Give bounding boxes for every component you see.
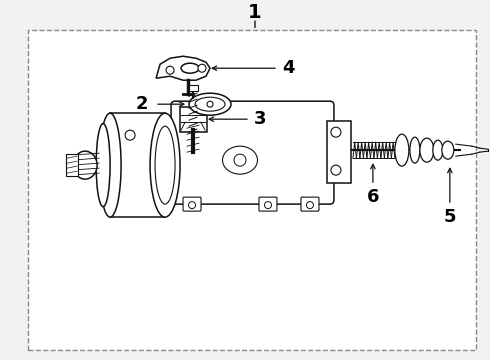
Ellipse shape <box>155 126 175 204</box>
FancyBboxPatch shape <box>327 121 351 183</box>
Ellipse shape <box>433 140 443 160</box>
Text: 4: 4 <box>282 59 294 77</box>
FancyBboxPatch shape <box>301 197 319 211</box>
Circle shape <box>166 66 174 74</box>
Text: 1: 1 <box>248 3 262 22</box>
Ellipse shape <box>395 134 409 166</box>
Text: 6: 6 <box>367 188 379 206</box>
Circle shape <box>198 64 206 72</box>
FancyBboxPatch shape <box>28 30 476 350</box>
Ellipse shape <box>96 123 110 207</box>
Circle shape <box>331 165 341 175</box>
Polygon shape <box>156 56 210 80</box>
Text: 2: 2 <box>136 95 148 113</box>
Ellipse shape <box>99 113 121 217</box>
FancyBboxPatch shape <box>189 85 197 91</box>
Text: 3: 3 <box>254 110 267 128</box>
FancyBboxPatch shape <box>179 107 206 132</box>
Circle shape <box>189 202 196 208</box>
Circle shape <box>125 130 135 140</box>
Circle shape <box>265 202 271 208</box>
Circle shape <box>234 154 246 166</box>
Ellipse shape <box>73 151 97 179</box>
Ellipse shape <box>222 146 257 174</box>
FancyBboxPatch shape <box>183 197 201 211</box>
Circle shape <box>331 127 341 137</box>
Ellipse shape <box>420 138 434 162</box>
FancyBboxPatch shape <box>66 154 78 176</box>
Ellipse shape <box>181 63 199 73</box>
Circle shape <box>306 202 314 208</box>
FancyBboxPatch shape <box>171 101 334 204</box>
FancyBboxPatch shape <box>259 197 277 211</box>
Ellipse shape <box>189 93 231 115</box>
Ellipse shape <box>150 113 180 217</box>
Ellipse shape <box>195 97 225 111</box>
Ellipse shape <box>410 137 420 163</box>
Circle shape <box>207 101 213 107</box>
Text: 5: 5 <box>443 208 456 226</box>
Ellipse shape <box>442 141 454 159</box>
